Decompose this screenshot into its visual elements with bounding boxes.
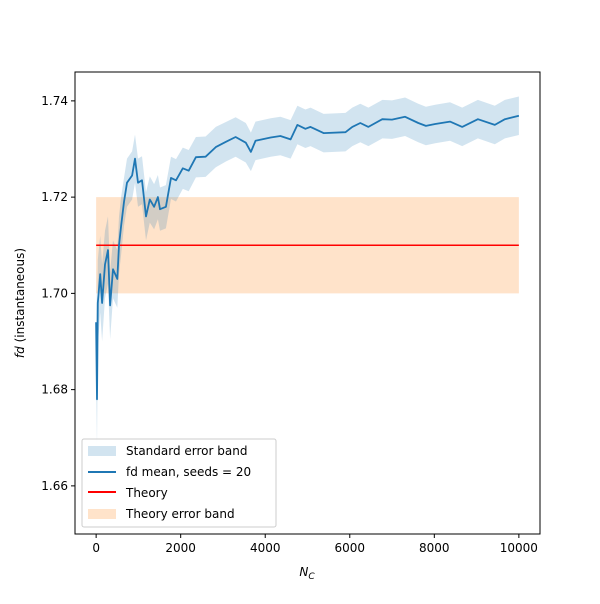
y-tick-label: 1.72 bbox=[41, 190, 68, 204]
legend-label-stderr-band: Standard error band bbox=[126, 444, 247, 458]
x-tick-label: 10000 bbox=[500, 541, 538, 555]
x-tick-label: 2000 bbox=[165, 541, 196, 555]
legend-label-theory: Theory bbox=[125, 486, 168, 500]
legend-swatch-theory-band bbox=[88, 509, 116, 519]
legend-swatch-stderr-band bbox=[88, 446, 116, 456]
axes-frame bbox=[74, 71, 541, 535]
standard-error-band bbox=[96, 96, 519, 448]
x-tick-label: 8000 bbox=[419, 541, 450, 555]
x-tick-label: 6000 bbox=[334, 541, 365, 555]
y-tick-label: 1.74 bbox=[41, 94, 68, 108]
plot-area bbox=[95, 96, 520, 448]
legend-label-theory-band: Theory error band bbox=[125, 507, 235, 521]
y-tick-label: 1.70 bbox=[41, 286, 68, 300]
x-axis-label: NC bbox=[299, 565, 315, 582]
x-tick-label: 4000 bbox=[250, 541, 281, 555]
x-axis: 0 2000 4000 6000 8000 10000 bbox=[92, 534, 538, 555]
y-axis: 1.66 1.68 1.70 1.72 1.74 bbox=[41, 94, 75, 493]
legend-label-mean: fd mean, seeds = 20 bbox=[126, 465, 251, 479]
x-tick-label: 0 bbox=[92, 541, 100, 555]
y-tick-label: 1.68 bbox=[41, 383, 68, 397]
legend: Standard error band fd mean, seeds = 20 … bbox=[81, 438, 277, 528]
legend-box bbox=[81, 438, 277, 528]
fd-mean-line bbox=[95, 114, 520, 401]
y-axis-label: fd (instantaneous) bbox=[13, 248, 27, 358]
y-tick-label: 1.66 bbox=[41, 479, 68, 493]
